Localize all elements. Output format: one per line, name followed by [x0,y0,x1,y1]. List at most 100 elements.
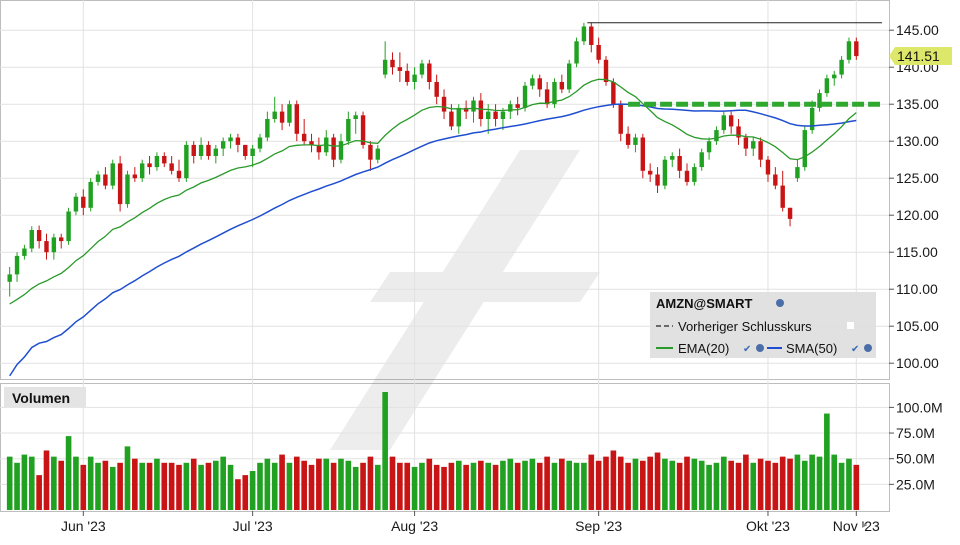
month-label: Sep '23 [575,518,622,534]
candle-down [780,185,785,208]
month-label: Okt '23 [746,518,790,534]
volume-bar [684,456,690,510]
candle-down [294,104,300,134]
month-label: Aug '23 [391,518,438,534]
candle-up [824,78,830,94]
candle-up [809,107,815,131]
volume-bar [816,456,823,510]
candle-up [213,148,219,156]
volume-bar [102,460,109,510]
price-tick-label: 115.00 [896,244,938,260]
volume-bar [28,456,35,510]
price-tick-label: 125.00 [896,170,939,186]
candle-down [596,45,601,60]
candle-down [117,163,123,205]
volume-bar [389,456,396,510]
volume-bar [367,456,374,510]
volume-bar [478,460,484,510]
candle-up [522,85,528,108]
candle-down [390,59,395,68]
volume-bar [720,456,727,510]
scroll-right-arrow-icon[interactable]: ▸ [862,519,868,531]
candle-up [88,181,93,208]
candle-down [316,144,322,153]
candle-down [743,137,749,149]
candle-up [14,255,20,275]
volume-bar [286,462,293,510]
volume-bar [80,464,87,510]
legend-prev-close-label: Vorheriger Schlusskurs [678,319,812,334]
volume-bar [360,462,366,510]
volume-bar [581,462,587,510]
candle-up [353,115,358,119]
volume-bar [382,392,388,510]
volume-bar [154,458,160,510]
volume-bar [271,462,278,510]
volume-bar [470,462,477,510]
candle-up [795,167,800,179]
candle-up [95,174,101,182]
volume-bar [448,462,455,510]
volume-bar [441,466,447,510]
legend-ema-label: EMA(20) [678,341,729,356]
volume-bar [249,471,256,510]
candle-down [176,170,182,179]
volume-bar [801,460,808,510]
volume-bar [559,458,565,510]
volume-bar [227,464,234,510]
candle-up [662,159,668,186]
price-tick-label: 145.00 [896,22,939,38]
legend-sma-check-icon[interactable]: ✔ [851,344,859,355]
candle-down [243,144,248,156]
volume-bar [544,456,550,510]
volume-bar [65,436,72,510]
volume-bar [706,464,712,510]
candle-down [132,174,138,179]
price-tick-label: 110.00 [896,281,938,297]
candle-up [817,93,822,108]
candle-down [684,170,690,182]
volume-bar [676,462,683,510]
volume-bar [757,458,764,510]
volume-bar [551,462,558,510]
volume-bar [640,460,646,510]
volume-bar [205,462,212,510]
candle-down [611,82,616,105]
candle-up [198,144,204,156]
volume-bar [264,458,271,510]
candle-up [706,141,712,153]
candle-up [228,137,233,142]
volume-bar [595,460,602,510]
volume-bar [293,456,300,510]
volume-bar [198,464,204,510]
legend-ema-check-icon[interactable]: ✔ [743,344,751,355]
volume-bar [507,458,514,510]
candle-down [279,111,285,123]
candle-down [728,115,734,127]
sma-50-line [9,103,857,377]
candle-up [456,107,461,127]
candle-up [287,104,292,123]
legend-symbol-settings-icon[interactable] [776,299,784,307]
volume-bar [698,460,705,510]
candle-down [765,159,771,175]
legend-ema-settings-icon[interactable] [756,344,764,352]
volume-bar [58,460,65,510]
legend-sma-settings-icon[interactable] [864,344,872,352]
volume-bar [625,462,631,510]
legend-prev-close-toggle-icon[interactable] [847,322,854,329]
legend[interactable]: AMZN@SMART Vorheriger Schlusskurs EMA(20… [650,292,876,358]
volume-bar [610,450,617,510]
candle-down [103,174,108,186]
candle-down [647,170,653,175]
candle-up [338,141,344,160]
candle-up [51,237,57,253]
volume-bar [124,446,131,510]
volume-bar [433,464,440,510]
volume-bar [235,479,241,510]
volume-bar [43,450,50,510]
candle-up [29,230,34,249]
candle-up [375,148,380,160]
